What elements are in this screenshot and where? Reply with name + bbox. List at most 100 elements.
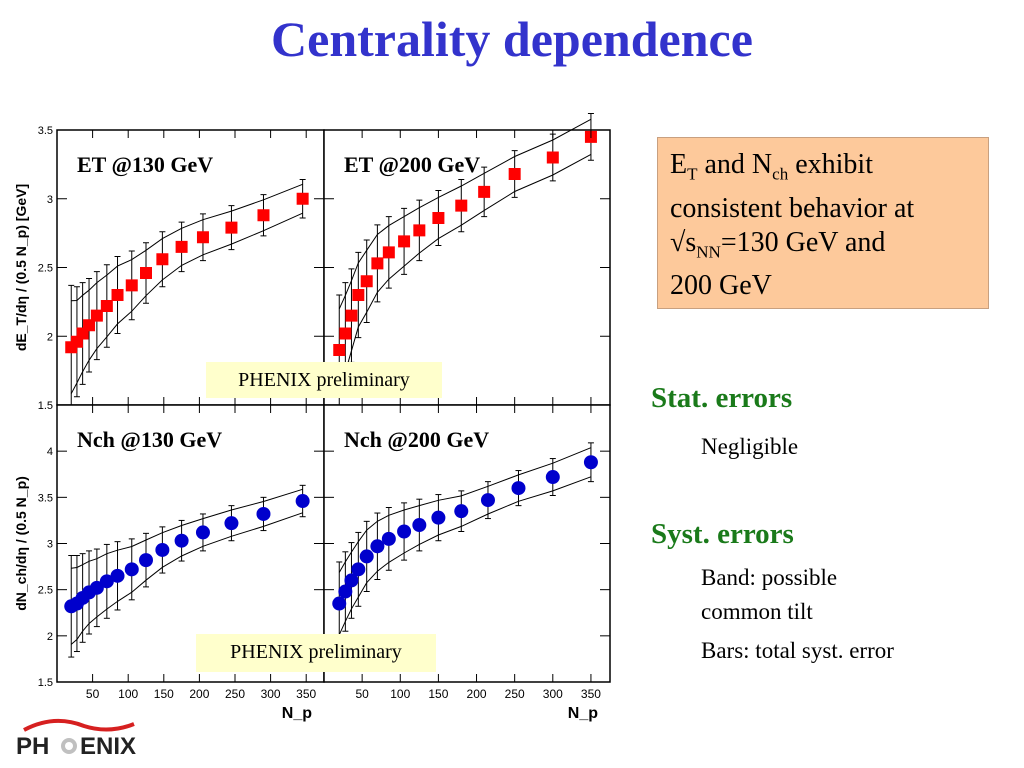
- panel-4-x-tick-label: 300: [543, 687, 563, 701]
- syst-bars-text: Bars: total syst. error: [701, 638, 894, 663]
- panel-3-point: [99, 574, 114, 589]
- stat-errors-heading: Stat. errors: [651, 382, 793, 414]
- panel-3-y-tick-label: 2.5: [38, 585, 53, 597]
- panel-1-point: [225, 221, 238, 234]
- panel-3-x-tick-label: 300: [261, 687, 281, 701]
- panel-4-point: [412, 518, 427, 533]
- panel-3-point: [110, 568, 125, 583]
- panel-3-point: [224, 516, 239, 531]
- panel-4-x-tick-label: 200: [467, 687, 487, 701]
- panel-2-point: [360, 275, 373, 288]
- panel-3-x-tick-label: 200: [189, 687, 209, 701]
- panel-2-point: [352, 289, 365, 301]
- panel-3-y-tick-label: 3.5: [38, 492, 53, 504]
- panel-4-point: [454, 504, 469, 519]
- panel-4-point: [344, 573, 359, 588]
- panel-2-point: [345, 309, 358, 322]
- panel-4-point: [397, 524, 412, 539]
- panel-3-x-tick-label: 350: [296, 687, 316, 701]
- panel-3-point: [195, 525, 210, 540]
- panel-3-point: [295, 494, 310, 509]
- panel-3-point: [256, 506, 271, 521]
- panel-1-y-tick-label: 2: [47, 331, 53, 343]
- panel-1-point: [175, 240, 188, 253]
- panel-4-point: [545, 470, 560, 485]
- panel-2-point: [508, 168, 521, 180]
- panel-3-point: [155, 542, 170, 557]
- logo-swoosh: [23, 718, 135, 732]
- syst-errors-heading: Syst. errors: [651, 518, 794, 550]
- panel-3-x-tick-label: 250: [225, 687, 245, 701]
- panel-3-point: [174, 533, 189, 548]
- panel-1-point: [156, 253, 169, 266]
- panel-4-point: [583, 455, 598, 470]
- panel-1-y-tick-label: 3: [47, 194, 53, 206]
- panel-1-point: [83, 319, 96, 332]
- panel-4-point: [332, 596, 347, 611]
- panel-1-y-tick-label: 3.5: [38, 125, 53, 137]
- panel-1-point: [90, 309, 103, 322]
- panel-1-point: [100, 300, 113, 312]
- panel-1-point: [140, 267, 152, 279]
- panel-1-point: [257, 209, 270, 222]
- syst-band-line-2: common tilt: [701, 599, 813, 624]
- panel-4-point: [511, 481, 526, 496]
- panel-2-point: [371, 257, 384, 270]
- panel-1-point: [111, 289, 124, 301]
- panel-4-x-tick-label: 250: [505, 687, 525, 701]
- panel-4-x-tick-label: 350: [581, 687, 601, 701]
- panel-4-x-tick-label: 50: [355, 687, 369, 701]
- panel-3-y-tick-label: 4: [47, 446, 53, 458]
- panel-4-x-axis-label: N_p: [568, 705, 598, 722]
- syst-band-line-1: Band: possible: [701, 565, 838, 590]
- panel-3-y-tick-label: 2: [47, 631, 53, 643]
- panel-4-label: Nch @200 GeV: [344, 427, 489, 452]
- panel-4-point: [480, 493, 495, 508]
- logo-text-right: ENIX: [80, 733, 136, 760]
- panel-4-x-tick-label: 150: [428, 687, 448, 701]
- panel-4-x-tick-label: 100: [390, 687, 410, 701]
- panel-2-point: [432, 212, 445, 224]
- panel-2-point: [413, 224, 426, 237]
- panel-2-point: [333, 344, 346, 356]
- panel-3-x-tick-label: 150: [154, 687, 174, 701]
- panel-3-y-tick-label: 1.5: [38, 677, 53, 689]
- panel-2-point: [382, 246, 395, 259]
- panel-3-point: [89, 580, 104, 595]
- panel-3-y-axis-label: dN_ch/dη / (0.5 N_p): [13, 476, 29, 611]
- panel-3-point: [124, 562, 139, 577]
- panel-1-y-tick-label: 1.5: [38, 400, 53, 412]
- panel-4-point: [381, 531, 396, 546]
- panel-2-point: [339, 327, 352, 340]
- slide-title: Centrality dependence: [271, 11, 753, 67]
- panel-4-point: [338, 584, 353, 599]
- panel-3-y-tick-label: 3: [47, 539, 53, 551]
- panel-2-point: [455, 199, 468, 212]
- panel-1-point: [125, 279, 138, 292]
- panel-1-point: [296, 192, 309, 205]
- panel-3-x-tick-label: 50: [86, 687, 100, 701]
- logo-star-icon: [61, 738, 77, 754]
- panel-4-point: [431, 510, 446, 525]
- panel-4-point: [359, 549, 374, 564]
- panel-2-point: [398, 235, 411, 248]
- panel-2-point: [478, 185, 491, 198]
- stat-errors-text: Negligible: [701, 434, 799, 459]
- panel-3-label: Nch @130 GeV: [77, 427, 222, 452]
- panel-1-y-tick-label: 2.5: [38, 263, 53, 275]
- panel-3-x-axis-label: N_p: [282, 705, 312, 722]
- logo-text-left: PH: [16, 733, 49, 760]
- phenix-preliminary-badge-bottom: PHENIX preliminary: [196, 634, 436, 672]
- panel-4-point: [351, 562, 366, 577]
- panel-1-label: ET @130 GeV: [77, 152, 213, 177]
- panel-1-y-axis-label: dE_T/dη / (0.5 N_p) [GeV]: [13, 184, 29, 351]
- summary-box: ET and Nch exhibit consistent behavior a…: [657, 137, 989, 309]
- panel-1-frame: [56, 129, 325, 406]
- panel-4-point: [370, 539, 385, 554]
- panel-2-label: ET @200 GeV: [344, 152, 480, 177]
- phenix-logo: PH ENIX: [16, 718, 136, 760]
- panel-3-point: [139, 553, 153, 568]
- panel-2-point: [546, 151, 559, 164]
- phenix-preliminary-badge-top: PHENIX preliminary: [206, 362, 442, 398]
- panel-3-x-tick-label: 100: [118, 687, 138, 701]
